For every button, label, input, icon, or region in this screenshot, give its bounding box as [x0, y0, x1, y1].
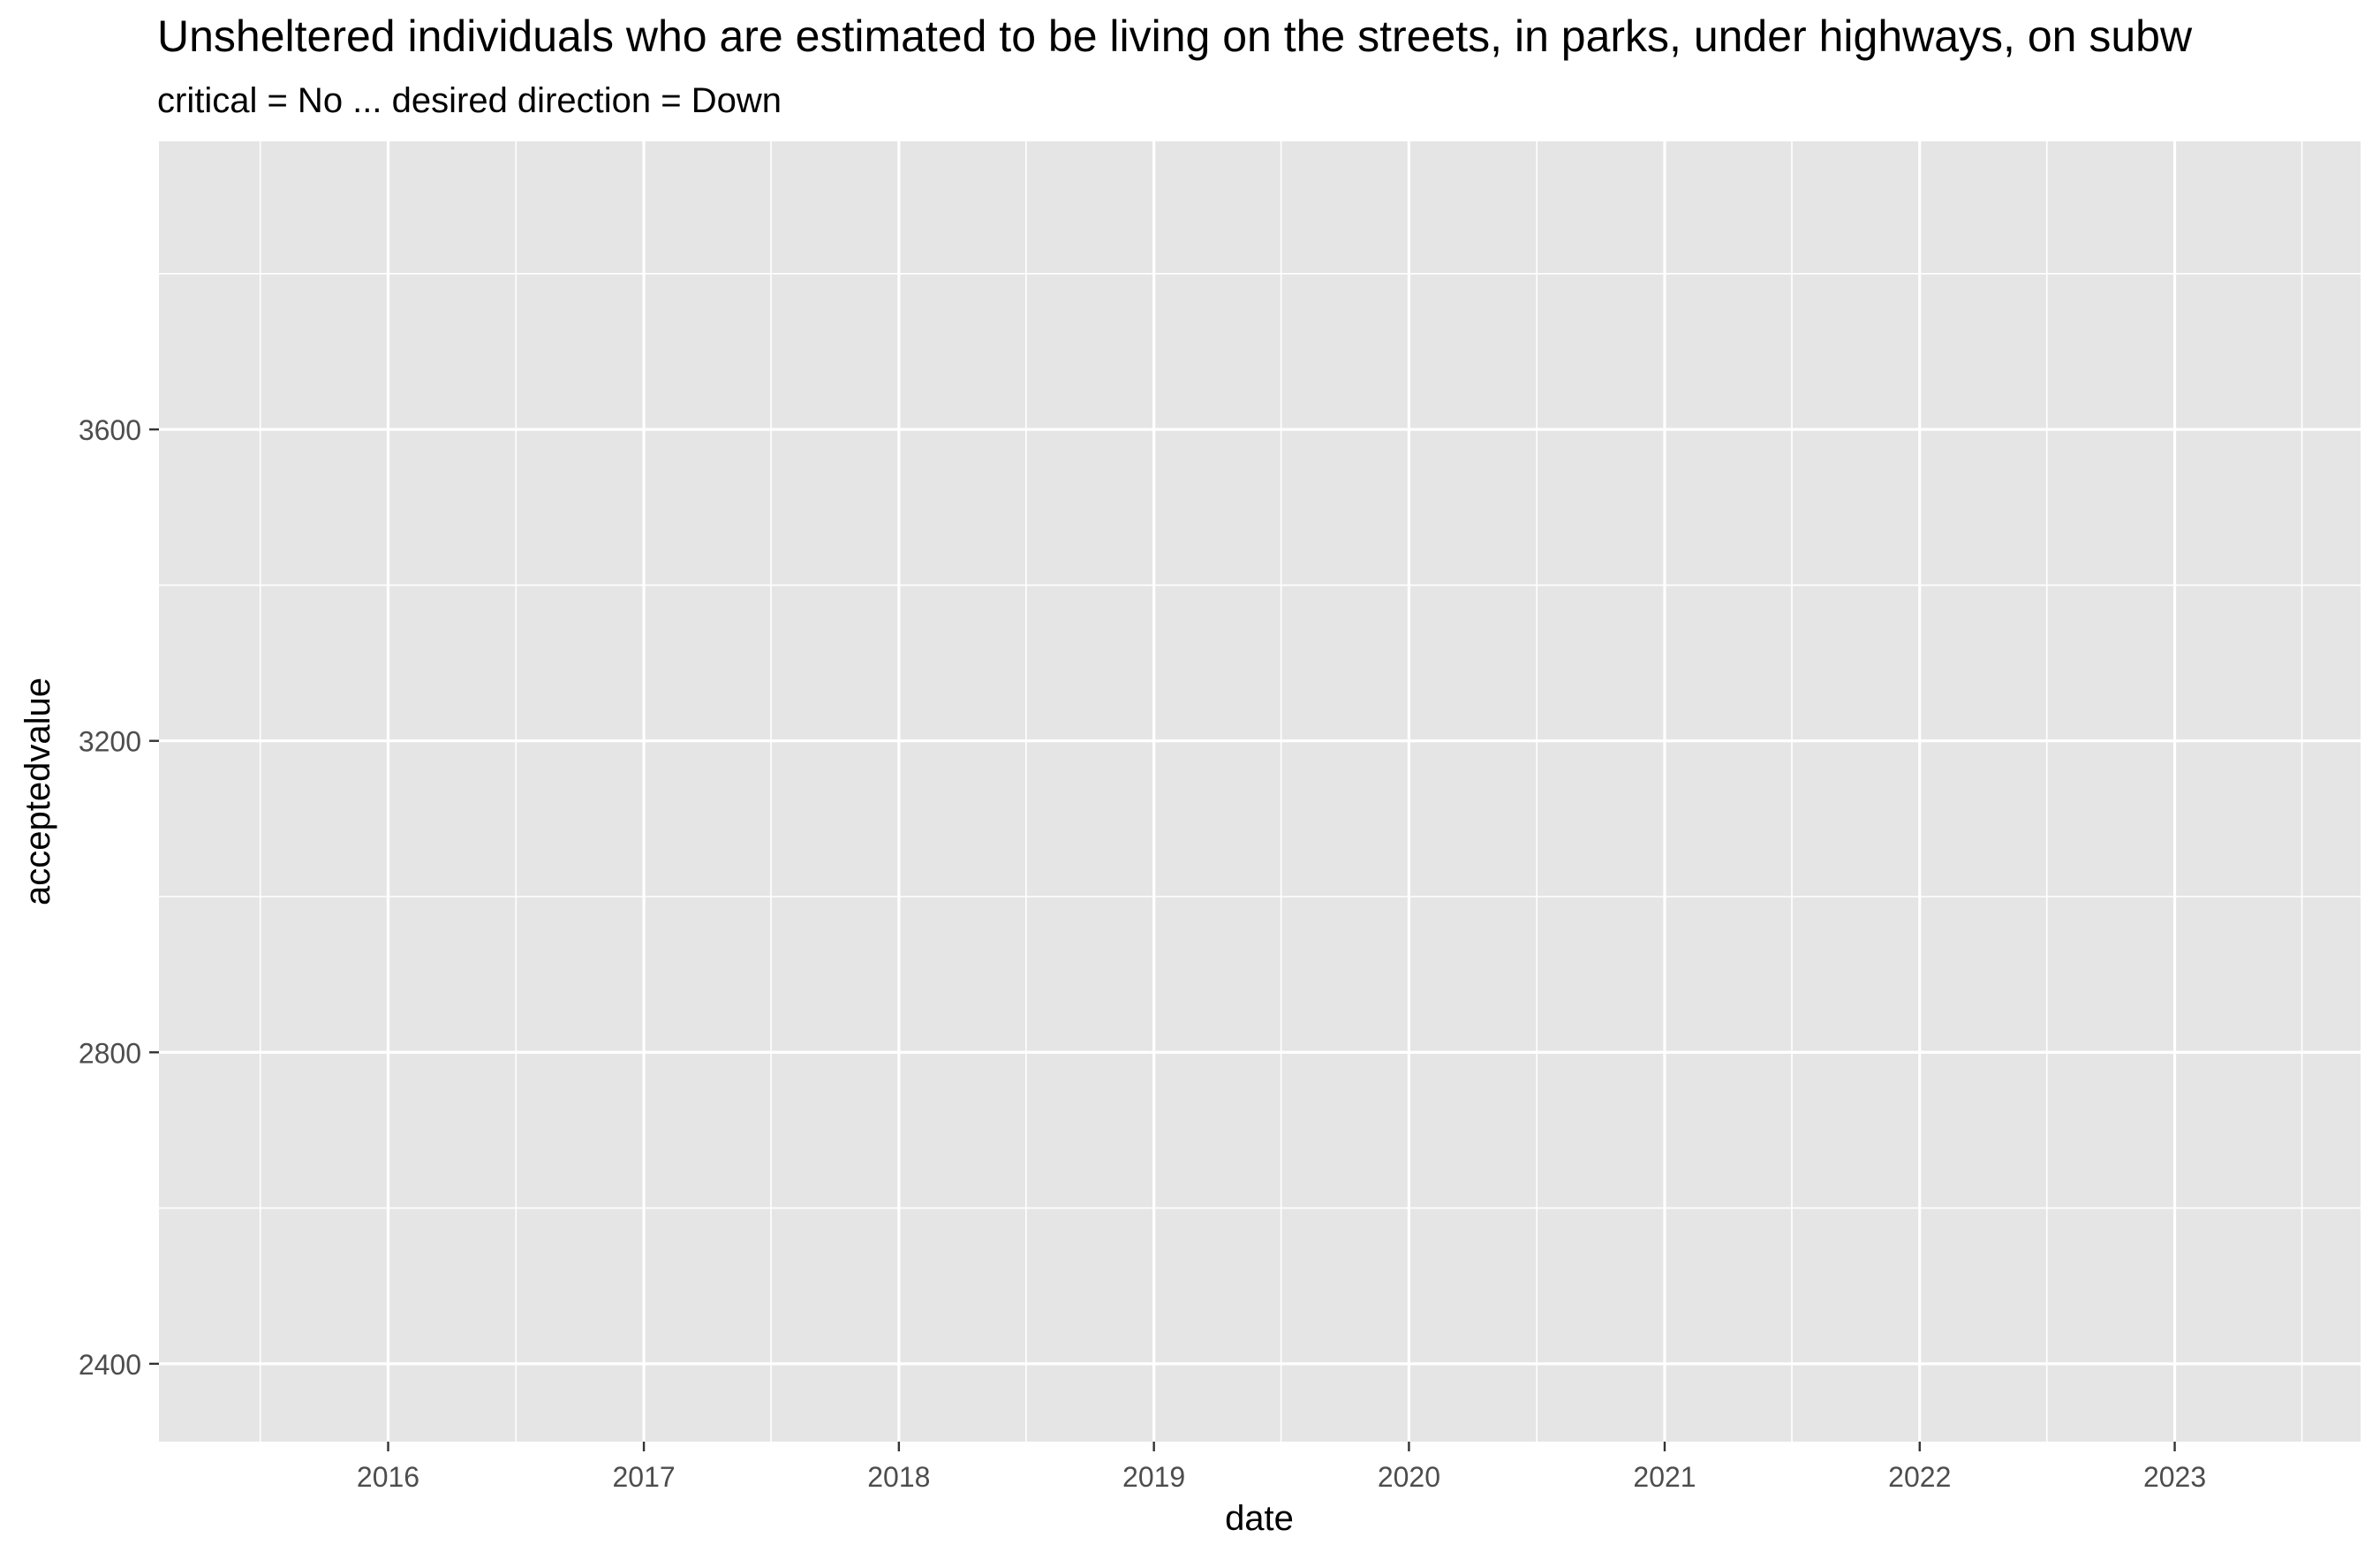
x-tick-label: 2023 [2143, 1461, 2206, 1493]
y-axis: 2400 2800 3200 3600 [79, 414, 159, 1381]
grid-minor [159, 141, 2361, 1442]
x-axis: 2016 2017 2018 2019 2020 2021 2022 2023 [357, 1442, 2206, 1493]
x-axis-title: date [1225, 1499, 1294, 1538]
plot-panel [159, 141, 2361, 1442]
x-tick-label: 2017 [612, 1461, 675, 1493]
x-tick-label: 2019 [1122, 1461, 1185, 1493]
y-axis-title: acceptedvalue [19, 678, 57, 905]
x-tick-label: 2022 [1888, 1461, 1951, 1493]
x-tick-label: 2020 [1378, 1461, 1440, 1493]
chart-title: Unsheltered individuals who are estimate… [157, 11, 2193, 61]
y-tick-label: 2400 [79, 1349, 141, 1381]
x-tick-label: 2021 [1633, 1461, 1696, 1493]
grid-major [159, 141, 2361, 1442]
chart-subtitle: critical = No ... desired direction = Do… [157, 81, 782, 120]
y-tick-label: 3600 [79, 414, 141, 446]
y-tick-label: 3200 [79, 726, 141, 758]
x-tick-label: 2016 [357, 1461, 419, 1493]
x-tick-label: 2018 [867, 1461, 930, 1493]
y-tick-label: 2800 [79, 1037, 141, 1069]
